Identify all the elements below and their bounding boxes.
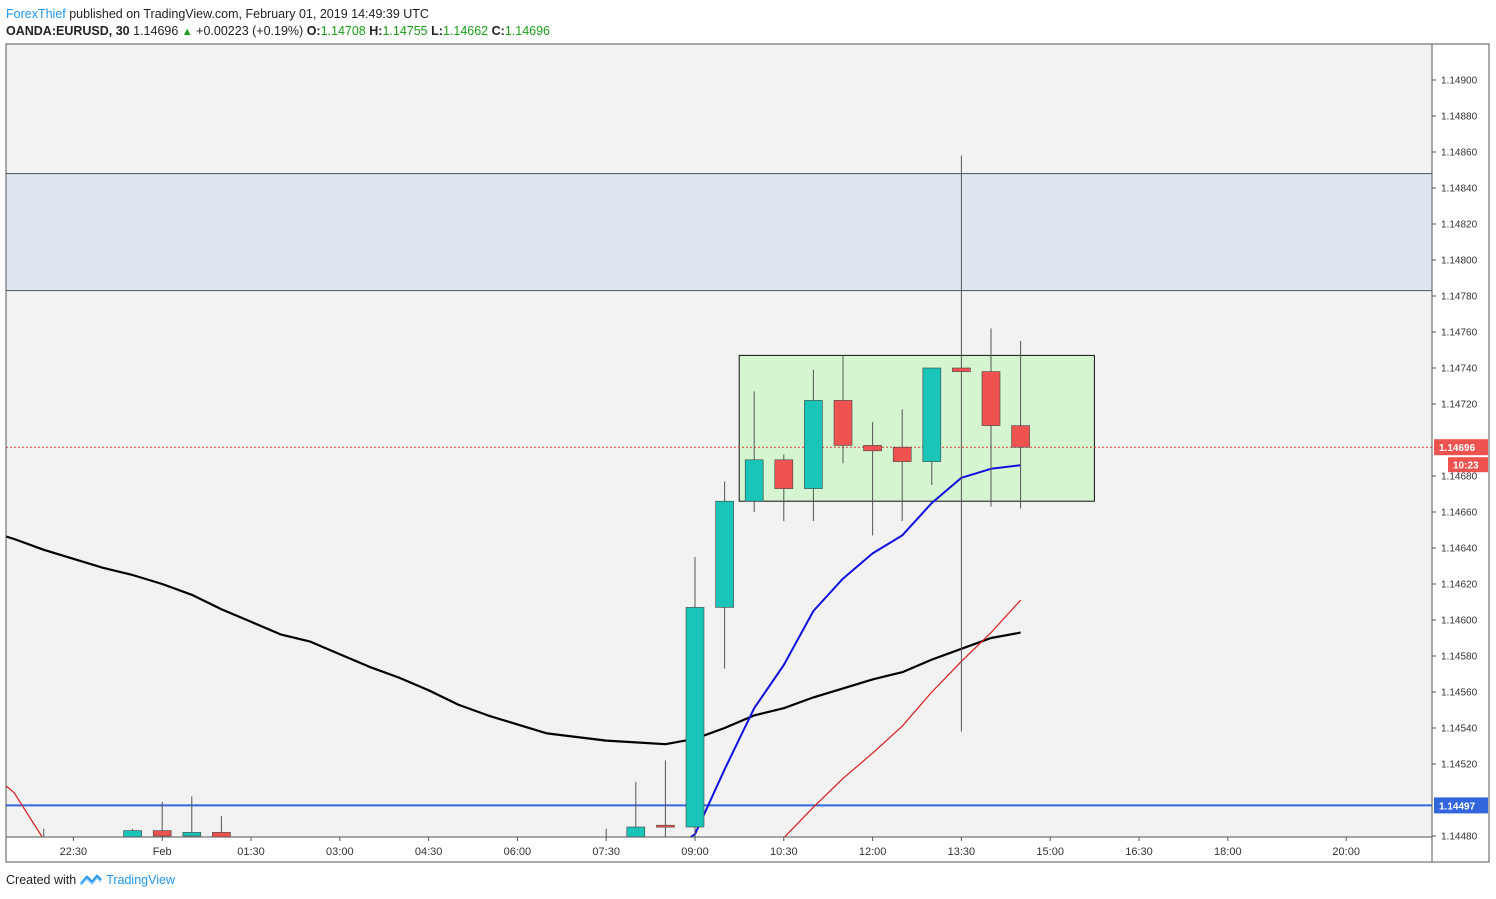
candle-body[interactable]	[626, 826, 646, 841]
last-price-label-bg	[1434, 439, 1488, 456]
candle-body[interactable]	[715, 500, 734, 608]
candle-body[interactable]	[952, 367, 971, 372]
candle-body[interactable]	[1011, 425, 1030, 448]
time-tick-label: Feb	[153, 846, 172, 858]
candle-body[interactable]	[863, 445, 882, 452]
time-tick-label: 06:00	[504, 846, 532, 858]
tradingview-logo-icon	[80, 874, 103, 886]
plot-area[interactable]	[6, 44, 1432, 837]
price-tick-label: 1.14540	[1441, 724, 1478, 735]
time-tick-label: 20:00	[1332, 846, 1360, 858]
symbol-name: OANDA:EURUSD, 30	[6, 24, 130, 38]
last-price-label: 1.14696	[1439, 443, 1476, 454]
time-tick-label: 01:30	[237, 846, 265, 858]
time-tick-label: 16:30	[1125, 846, 1153, 858]
candle-body[interactable]	[804, 400, 823, 489]
published-text: published on TradingView.com, February 0…	[65, 7, 429, 21]
candle-body[interactable]	[656, 824, 675, 828]
tradingview-link[interactable]: TradingView	[106, 873, 175, 887]
high-value: 1.14755	[382, 24, 428, 38]
price-axis[interactable]: 1.14900 1.14880 1.14860 1.14840 1.14820 1.148…	[1432, 76, 1478, 843]
candle-body[interactable]	[833, 400, 853, 446]
candle-body[interactable]	[981, 371, 1001, 426]
price-tick-label: 1.14560	[1441, 688, 1478, 699]
countdown-label: 10:23	[1453, 461, 1479, 472]
time-tick-label: 15:00	[1036, 846, 1064, 858]
footer: Created with TradingView	[6, 873, 175, 887]
low-label: L:	[431, 24, 443, 38]
time-tick-label: 03:00	[326, 846, 354, 858]
ema-slow-line	[6, 599, 1022, 837]
price-tick-label: 1.14520	[1441, 760, 1478, 771]
candle-body[interactable]	[182, 832, 202, 837]
time-tick-label: 18:00	[1214, 846, 1242, 858]
price-tick-label: 1.14860	[1441, 148, 1478, 159]
price-tick-label: 1.14820	[1441, 220, 1478, 231]
candle-body[interactable]	[597, 841, 615, 843]
sma-line	[6, 535, 1021, 746]
time-tick-label: 12:00	[859, 846, 887, 858]
time-tick-label: 09:00	[681, 846, 709, 858]
price-tick-label: 1.14840	[1441, 184, 1478, 195]
price-tick-label: 1.14760	[1441, 328, 1478, 339]
time-tick-label: 13:30	[948, 846, 976, 858]
support-price-label: 1.14497	[1439, 801, 1476, 812]
candle-body[interactable]	[744, 459, 764, 502]
candle-body[interactable]	[774, 459, 794, 489]
consolidation-range-box[interactable]	[738, 354, 1095, 502]
price-tick-label: 1.14480	[1441, 832, 1478, 843]
high-label: H:	[369, 24, 383, 38]
price-tick-label: 1.14620	[1441, 580, 1478, 591]
support-label-bg	[1434, 797, 1488, 814]
time-axis[interactable]: 22:30 Feb 01:30 03:00 04:30 06:00 07:30 09:00 10…	[60, 837, 1360, 858]
close-value: 1.14696	[504, 24, 550, 38]
candle-body[interactable]	[922, 367, 942, 462]
publisher-line: ForexThief published on TradingView.com,…	[6, 5, 429, 23]
price-tick-label: 1.14800	[1441, 256, 1478, 267]
symbol-info: OANDA:EURUSD, 30 1.14696 ▲ +0.00223 (+0.…	[6, 22, 550, 41]
price-tick-label: 1.14720	[1441, 400, 1478, 411]
candle-body[interactable]	[35, 847, 53, 849]
ema-fast-line	[689, 464, 1021, 837]
time-tick-label: 04:30	[415, 846, 443, 858]
price-tick-label: 1.14900	[1441, 76, 1478, 87]
chart-frame	[5, 43, 1490, 863]
price-tick-label: 1.14680	[1441, 472, 1478, 483]
price-change: +0.00223 (+0.19%)	[196, 24, 304, 38]
time-tick-label: 22:30	[60, 846, 88, 858]
price-tick-label: 1.14740	[1441, 364, 1478, 375]
candle-body[interactable]	[892, 446, 912, 462]
price-tick-label: 1.14640	[1441, 544, 1478, 555]
up-arrow-icon: ▲	[181, 26, 193, 38]
created-with-text: Created with	[6, 873, 77, 887]
price-tick-label: 1.14660	[1441, 508, 1478, 519]
open-label: O:	[306, 24, 321, 38]
price-tick-label: 1.14580	[1441, 652, 1478, 663]
last-price: 1.14696	[133, 24, 179, 38]
candle-body[interactable]	[152, 830, 172, 837]
close-label: C:	[491, 24, 505, 38]
time-tick-label: 07:30	[592, 846, 620, 858]
time-tick-label: 10:30	[770, 846, 798, 858]
countdown-label-bg	[1448, 457, 1488, 473]
author-link[interactable]: ForexThief	[6, 7, 66, 21]
price-tick-label: 1.14780	[1441, 292, 1478, 303]
candle-body[interactable]	[123, 830, 142, 840]
low-value: 1.14662	[442, 24, 489, 38]
candle-body[interactable]	[685, 607, 705, 828]
resistance-zone[interactable]	[6, 173, 1432, 292]
price-tick-label: 1.14600	[1441, 616, 1478, 627]
price-tick-label: 1.14880	[1441, 112, 1478, 123]
open-value: 1.14708	[320, 24, 366, 38]
